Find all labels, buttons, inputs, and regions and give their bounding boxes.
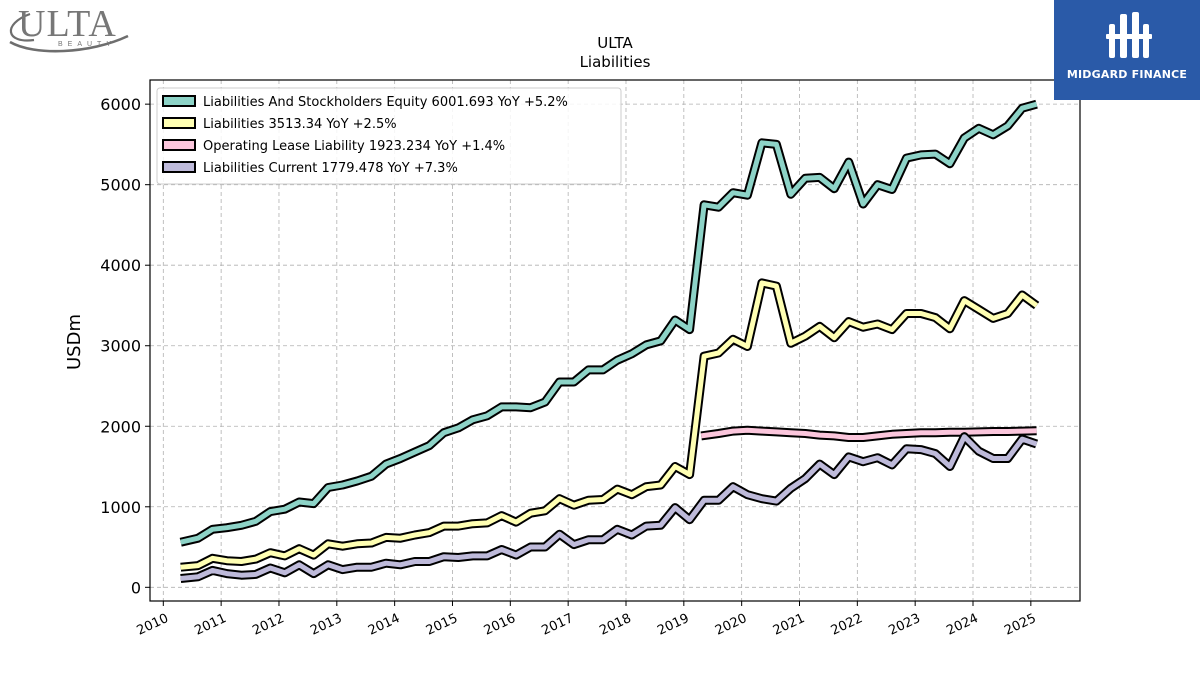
legend-swatch-0 — [162, 95, 196, 107]
x-tick-label: 2010 — [135, 611, 171, 639]
y-tick-label: 1000 — [100, 498, 141, 517]
x-tick-label: 2025 — [1002, 611, 1038, 639]
midgard-logo-icon — [1106, 12, 1152, 58]
ulta-logo-subtext: BEAUTY — [58, 41, 116, 48]
series-line-2 — [700, 427, 1037, 440]
chart-title: ULTA — [597, 34, 633, 52]
x-tick-label: 2013 — [308, 611, 344, 639]
ulta-logo: ULTA BEAUTY — [4, 2, 134, 58]
x-tick-label: 2021 — [771, 611, 807, 639]
legend-swatch-2 — [162, 139, 196, 151]
legend-label-0: Liabilities And Stockholders Equity 6001… — [203, 95, 568, 110]
legend-box — [156, 87, 622, 185]
plot-frame — [149, 79, 1081, 602]
chart-subtitle: Liabilities — [580, 53, 651, 71]
legend-label-3: Liabilities Current 1779.478 YoY +7.3% — [203, 161, 458, 176]
y-tick-label: 2000 — [100, 417, 141, 436]
ulta-logo-swoosh — [9, 12, 35, 42]
x-tick-label: 2020 — [713, 611, 749, 639]
x-tick-label: 2017 — [540, 611, 576, 639]
ulta-logo-mark: ULTA BEAUTY — [9, 3, 129, 53]
y-tick-label: 5000 — [100, 176, 141, 195]
y-axis-label: USDm — [64, 314, 85, 370]
x-tick-label: 2018 — [597, 611, 633, 639]
midgard-finance-text: MIDGARD FINANCE — [1066, 68, 1188, 81]
x-tick-label: 2022 — [829, 611, 865, 639]
y-tick-label: 3000 — [100, 337, 141, 356]
x-tick-label: 2016 — [482, 611, 518, 639]
midgard-finance-watermark: MIDGARD FINANCE — [1054, 0, 1200, 100]
series-outline-1 — [180, 278, 1040, 572]
legend: Liabilities And Stockholders Equity 6001… — [156, 87, 622, 185]
y-tick-label: 6000 — [100, 95, 141, 114]
y-tick-label: 4000 — [100, 256, 141, 275]
ulta-logo-underline — [9, 34, 129, 53]
y-tick-label: 0 — [131, 578, 141, 597]
x-tick-label: 2014 — [366, 611, 402, 639]
legend-swatch-3 — [162, 161, 196, 173]
x-tick-label: 2019 — [655, 611, 691, 639]
series-line-3 — [180, 434, 1038, 581]
legend-label-1: Liabilities 3513.34 YoY +2.5% — [203, 117, 397, 132]
series-line-1 — [180, 280, 1039, 570]
x-tick-label: 2015 — [424, 611, 460, 639]
legend-swatch-1 — [162, 117, 196, 129]
x-tick-label: 2012 — [250, 611, 286, 639]
x-tick-label: 2024 — [944, 611, 980, 639]
series-line-0 — [180, 101, 1038, 545]
series-layer — [179, 99, 1040, 583]
x-tick-label: 2023 — [887, 611, 923, 639]
legend-label-2: Operating Lease Liability 1923.234 YoY +… — [203, 139, 505, 154]
x-tick-label: 2011 — [192, 611, 228, 639]
ulta-logo-text: ULTA — [18, 3, 117, 45]
